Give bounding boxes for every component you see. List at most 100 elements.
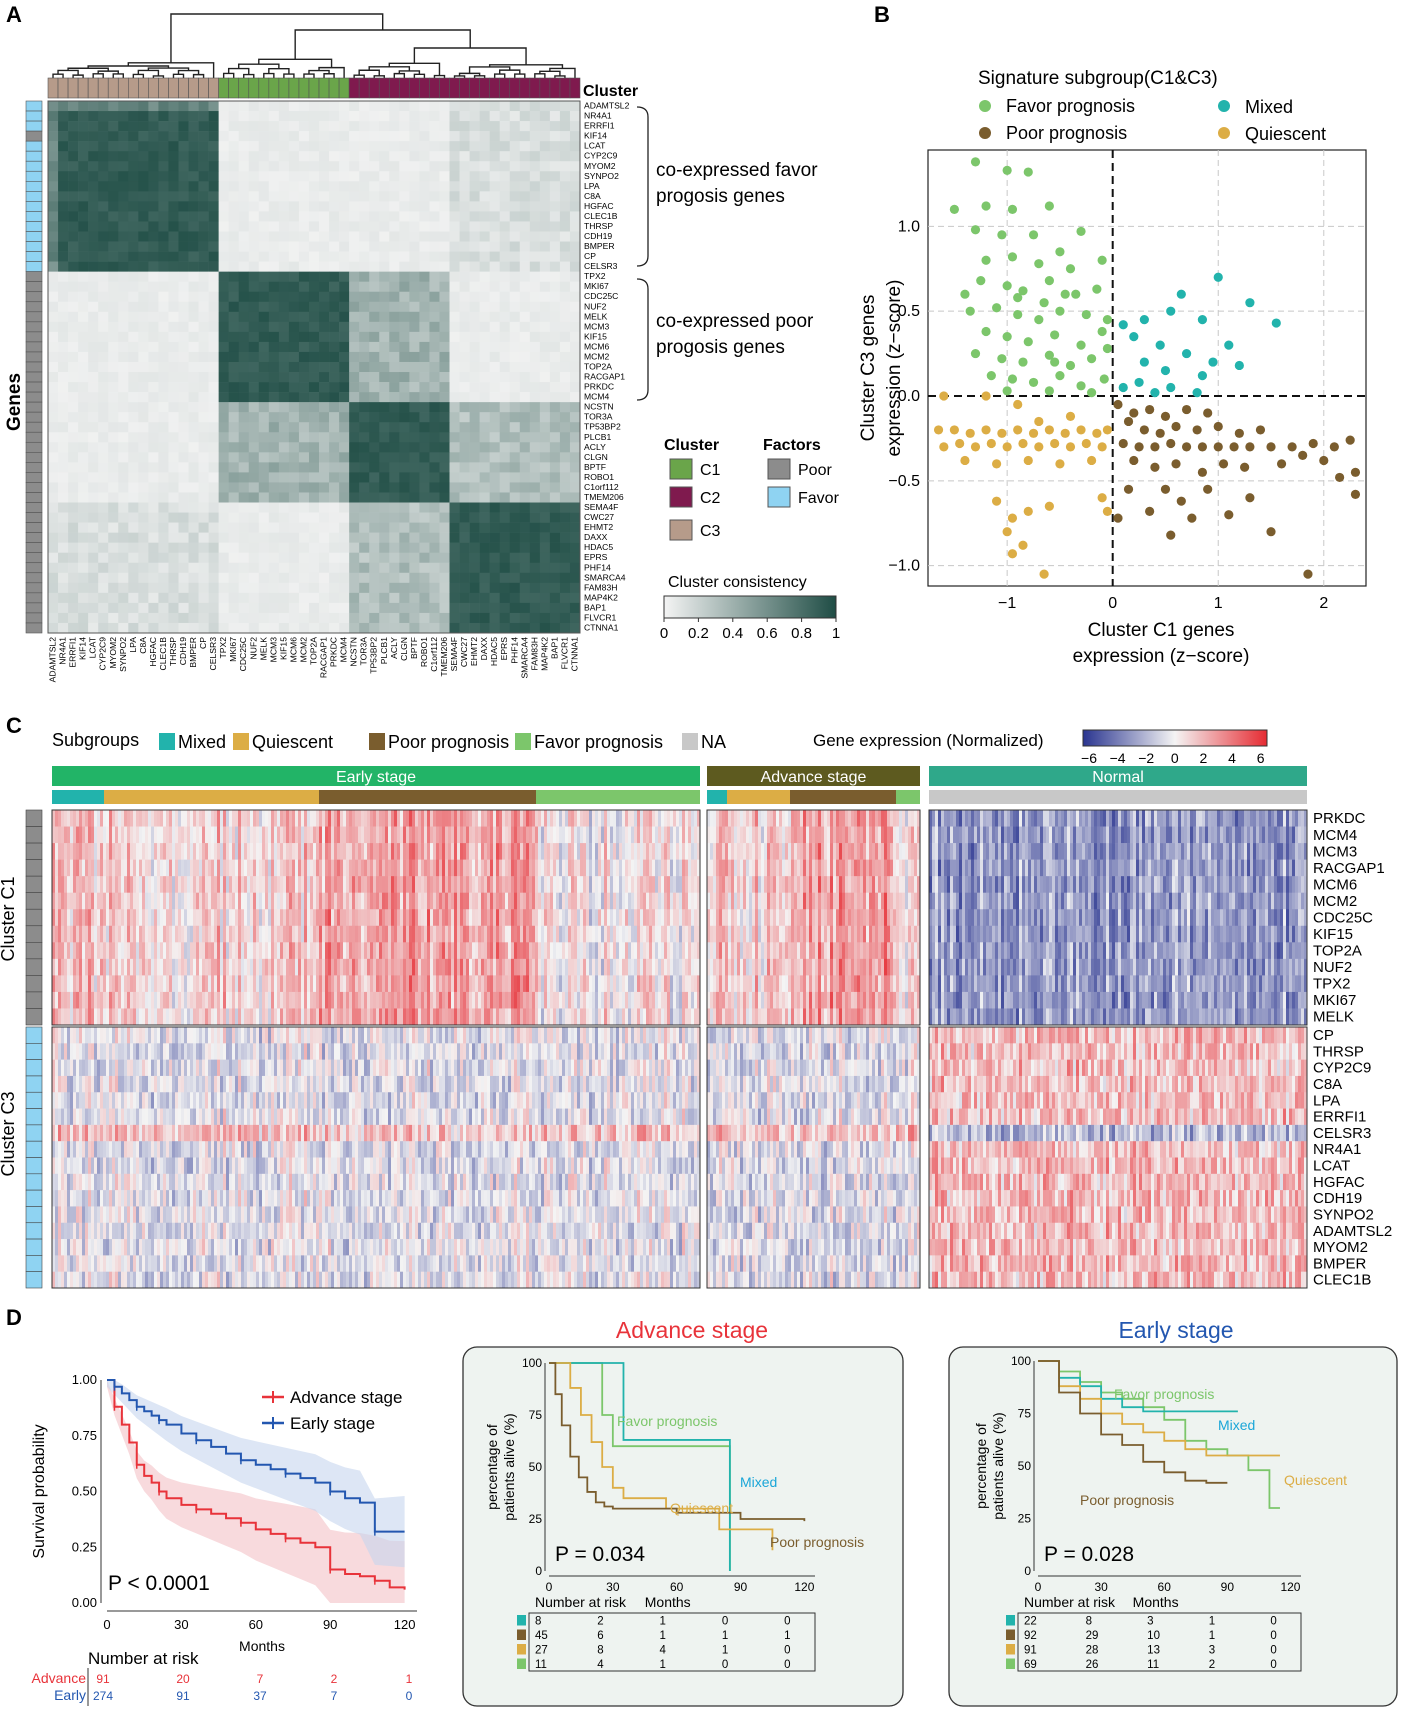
heat-cell [58, 141, 69, 152]
heat-cell [98, 592, 109, 604]
expr-cell [136, 1157, 140, 1175]
expr-cell [202, 1222, 206, 1240]
heat-cell [248, 191, 260, 202]
heat-cell [308, 121, 320, 132]
heat-cell [519, 552, 531, 564]
scatter-point [1097, 255, 1107, 265]
heat-cell [198, 372, 209, 383]
expr-cell [145, 1075, 149, 1093]
heat-cell [158, 141, 169, 152]
expr-cell [187, 843, 191, 860]
expr-cell [115, 1271, 119, 1289]
expr-cell [187, 1027, 191, 1044]
expr-cell [64, 1173, 68, 1191]
x-tick-label: 2 [1319, 595, 1328, 612]
heat-cell [389, 512, 400, 523]
heat-cell [218, 291, 229, 303]
heat-cell [258, 251, 270, 262]
heat-cell [98, 331, 109, 343]
heat-cell [88, 532, 99, 543]
expr-cell [127, 1206, 131, 1224]
expr-cell [202, 1271, 206, 1289]
heat-cell [218, 412, 229, 423]
heat-cell [278, 281, 290, 293]
heat-cell [118, 382, 129, 393]
heat-cell [278, 432, 290, 443]
heat-cell [288, 191, 300, 202]
heat-cell [409, 201, 420, 212]
heat-cell [539, 562, 551, 574]
heat-cell [559, 121, 571, 132]
heat-cell [369, 492, 380, 503]
expr-cell [64, 1027, 68, 1044]
heat-cell [78, 301, 89, 313]
expr-cell [73, 1222, 77, 1240]
heat-cell [449, 261, 460, 272]
heat-cell [449, 121, 460, 132]
heat-cell [419, 211, 430, 222]
colorbar-tick-label: 0.8 [791, 625, 812, 642]
scatter-point [1065, 442, 1076, 452]
heat-cell [98, 452, 109, 463]
expr-cell [124, 892, 128, 910]
expr-cell [91, 1027, 95, 1044]
heat-cell [158, 502, 169, 513]
bottom-gene-label: CLEC1B [158, 637, 168, 671]
heat-cell [409, 482, 420, 493]
expr-cell [88, 1141, 92, 1158]
heat-cell [278, 161, 290, 172]
scatter-point [1055, 247, 1065, 257]
heat-cell [489, 361, 500, 373]
expr-cell [136, 892, 140, 910]
panel-a-consistency-heatmap [47, 100, 581, 634]
expr-cell [112, 1027, 116, 1044]
expr-cell [112, 1108, 116, 1126]
heat-cell [539, 472, 551, 483]
heat-cell [529, 522, 541, 533]
heat-cell [569, 392, 581, 403]
heat-cell [278, 522, 290, 533]
expr-cell [163, 1190, 167, 1207]
heat-cell [228, 281, 240, 293]
heat-cell [238, 532, 250, 543]
expr-cell [100, 1124, 104, 1142]
heat-cell [88, 422, 99, 433]
expr-cell [205, 1075, 209, 1093]
heat-cell [379, 562, 390, 574]
heat-cell [369, 281, 380, 293]
heat-cell [58, 402, 69, 413]
heat-cell [349, 582, 360, 594]
heat-cell [178, 211, 189, 222]
factor-cell [25, 482, 43, 493]
expr-cell [115, 859, 119, 877]
expr-cell [61, 1092, 65, 1109]
heat-cell [88, 151, 99, 162]
heat-cell [188, 201, 199, 212]
gene-label: LPA [584, 181, 600, 191]
scatter-point [1044, 386, 1054, 396]
heat-cell [128, 622, 139, 634]
expr-cell [73, 1271, 77, 1289]
heat-cell [489, 211, 500, 222]
heat-cell [148, 351, 159, 363]
expr-cell [115, 975, 119, 993]
expr-cell [172, 859, 176, 877]
heat-cell [198, 281, 209, 293]
expr-cell [160, 1222, 164, 1240]
heat-cell [469, 582, 480, 594]
scatter-point [1266, 442, 1276, 452]
heat-cell [148, 412, 159, 423]
heat-cell [369, 622, 380, 634]
expr-cell [160, 1157, 164, 1175]
subgroup-bar [707, 790, 727, 804]
heat-cell [278, 542, 290, 553]
heat-cell [499, 612, 511, 624]
dendro-branch [514, 73, 526, 78]
heat-cell [319, 582, 330, 594]
expr-cell [106, 1271, 110, 1289]
heat-cell [268, 351, 280, 363]
heat-cell [349, 572, 360, 584]
expr-cell [139, 1239, 143, 1256]
subgroup-bar [104, 790, 319, 804]
expr-cell [148, 991, 152, 1009]
